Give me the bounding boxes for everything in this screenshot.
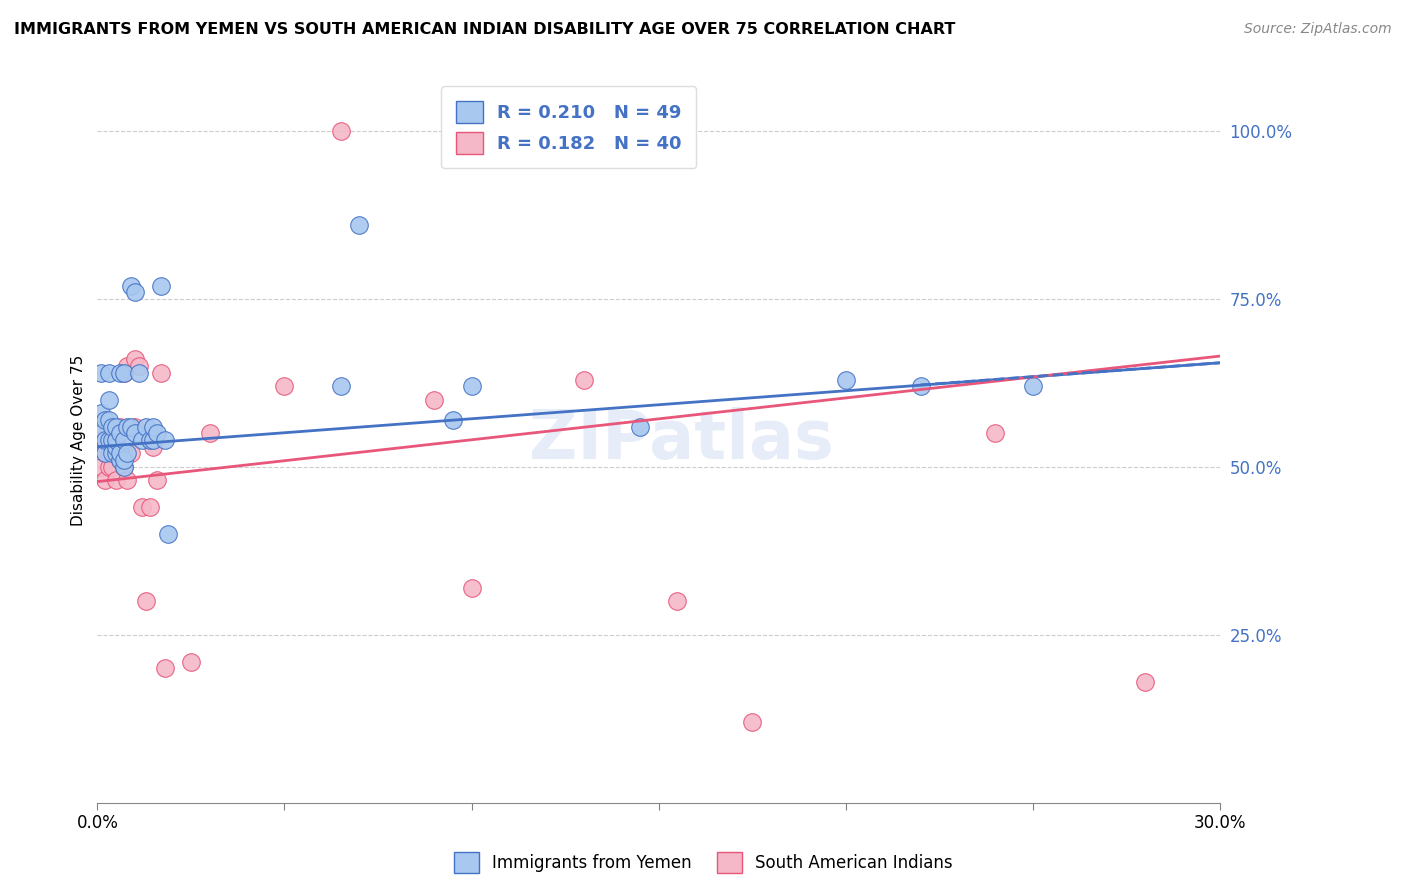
Point — [120, 419, 142, 434]
Point — [101, 459, 124, 474]
Point — [1022, 379, 1045, 393]
Point — [101, 433, 124, 447]
Point — [349, 218, 371, 232]
Point — [157, 527, 180, 541]
Point — [138, 500, 160, 515]
Point — [105, 473, 128, 487]
Point — [94, 413, 117, 427]
Point — [94, 446, 117, 460]
Point — [90, 459, 112, 474]
Point — [112, 366, 135, 380]
Point — [112, 459, 135, 474]
Point — [153, 433, 176, 447]
Point — [142, 440, 165, 454]
Point — [329, 124, 352, 138]
Point — [101, 433, 124, 447]
Point — [120, 278, 142, 293]
Legend: Immigrants from Yemen, South American Indians: Immigrants from Yemen, South American In… — [447, 846, 959, 880]
Text: IMMIGRANTS FROM YEMEN VS SOUTH AMERICAN INDIAN DISABILITY AGE OVER 75 CORRELATIO: IMMIGRANTS FROM YEMEN VS SOUTH AMERICAN … — [14, 22, 956, 37]
Point — [108, 426, 131, 441]
Point — [142, 433, 165, 447]
Point — [149, 366, 172, 380]
Point — [90, 366, 112, 380]
Text: ZIPatlas: ZIPatlas — [529, 407, 834, 473]
Point — [105, 440, 128, 454]
Point — [97, 366, 120, 380]
Point — [910, 379, 932, 393]
Point — [101, 419, 124, 434]
Point — [441, 413, 464, 427]
Point — [101, 446, 124, 460]
Point — [105, 446, 128, 460]
Point — [108, 366, 131, 380]
Point — [180, 655, 202, 669]
Point — [112, 433, 135, 447]
Point — [628, 419, 651, 434]
Point — [90, 426, 112, 441]
Point — [834, 373, 856, 387]
Point — [120, 446, 142, 460]
Point — [198, 426, 221, 441]
Point — [124, 419, 146, 434]
Point — [138, 433, 160, 447]
Point — [135, 419, 157, 434]
Point — [94, 473, 117, 487]
Point — [97, 413, 120, 427]
Point — [105, 433, 128, 447]
Point — [273, 379, 295, 393]
Point — [666, 594, 689, 608]
Point — [97, 459, 120, 474]
Point — [153, 661, 176, 675]
Point — [97, 433, 120, 447]
Point — [131, 433, 153, 447]
Point — [97, 392, 120, 407]
Point — [90, 433, 112, 447]
Point — [423, 392, 446, 407]
Point — [329, 379, 352, 393]
Point — [112, 366, 135, 380]
Point — [124, 352, 146, 367]
Point — [105, 419, 128, 434]
Point — [984, 426, 1007, 441]
Point — [146, 473, 169, 487]
Point — [1133, 674, 1156, 689]
Point — [146, 426, 169, 441]
Point — [572, 373, 595, 387]
Point — [142, 419, 165, 434]
Point — [117, 419, 139, 434]
Point — [128, 359, 150, 373]
Point — [131, 500, 153, 515]
Point — [108, 453, 131, 467]
Point — [460, 379, 482, 393]
Point — [97, 446, 120, 460]
Point — [117, 473, 139, 487]
Point — [460, 581, 482, 595]
Point — [149, 278, 172, 293]
Point — [124, 285, 146, 300]
Point — [128, 366, 150, 380]
Point — [112, 459, 135, 474]
Point — [117, 359, 139, 373]
Legend: R = 0.210   N = 49, R = 0.182   N = 40: R = 0.210 N = 49, R = 0.182 N = 40 — [441, 87, 696, 169]
Point — [108, 446, 131, 460]
Point — [117, 446, 139, 460]
Point — [108, 419, 131, 434]
Y-axis label: Disability Age Over 75: Disability Age Over 75 — [72, 354, 86, 525]
Point — [97, 419, 120, 434]
Point — [94, 433, 117, 447]
Point — [90, 406, 112, 420]
Point — [124, 426, 146, 441]
Point — [105, 426, 128, 441]
Point — [135, 594, 157, 608]
Point — [112, 446, 135, 460]
Point — [108, 453, 131, 467]
Point — [112, 453, 135, 467]
Point — [741, 714, 763, 729]
Text: Source: ZipAtlas.com: Source: ZipAtlas.com — [1244, 22, 1392, 37]
Point — [94, 446, 117, 460]
